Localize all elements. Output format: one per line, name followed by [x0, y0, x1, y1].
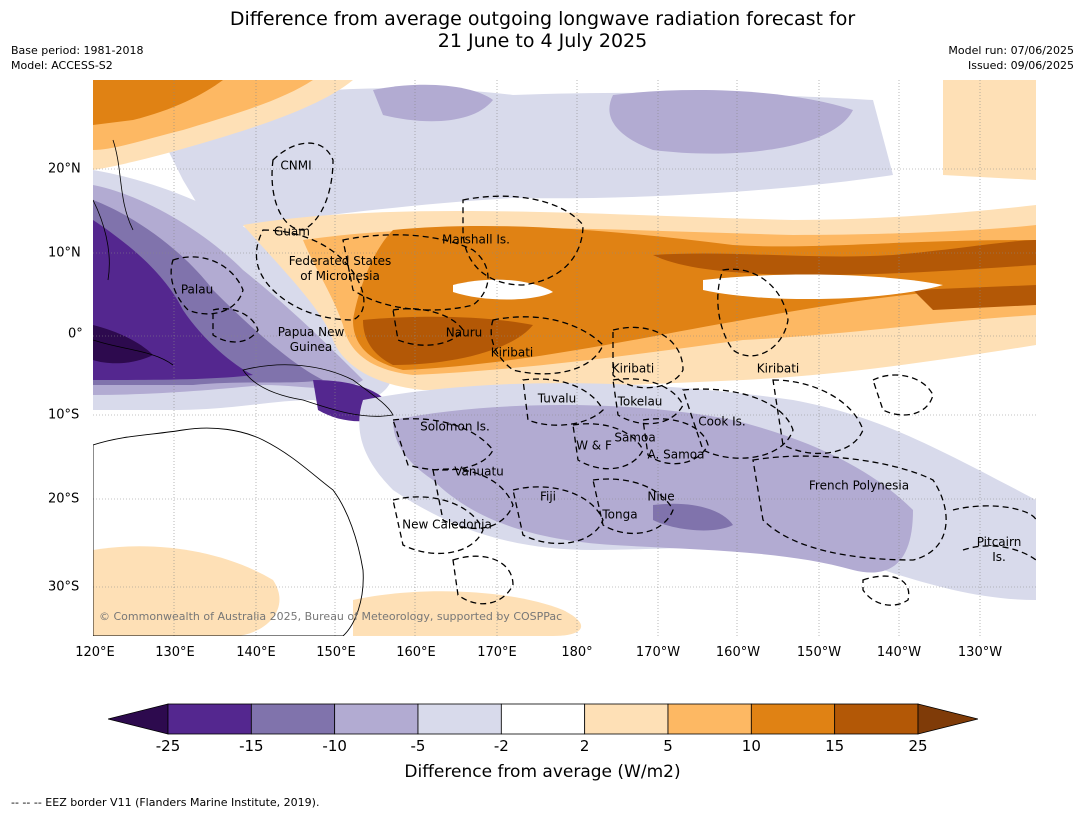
- label-vanuatu: Vanuatu: [454, 464, 504, 479]
- model-run: Model run: 07/06/2025: [948, 44, 1074, 57]
- label-pitcairn-line2: Is.: [992, 550, 1006, 564]
- colorbar-tick: 10: [741, 737, 761, 755]
- label-fsm: Federated States of Micronesia: [289, 254, 391, 284]
- colorbar-segment: [167, 703, 252, 735]
- colorbar-tick: -5: [410, 737, 426, 755]
- x-tick: 130°E: [155, 645, 195, 660]
- x-tick: 120°E: [75, 645, 115, 660]
- base-period: Base period: 1981-2018: [11, 44, 144, 57]
- map-svg: [93, 80, 1036, 636]
- label-nauru: Nauru: [445, 325, 483, 340]
- issued-date: Issued: 09/06/2025: [967, 59, 1074, 72]
- x-tick: 130°W: [957, 645, 1003, 660]
- label-kiribati-central: Kiribati: [611, 361, 655, 376]
- anomaly-map: [93, 80, 1036, 636]
- colorbar-svg: [107, 703, 979, 735]
- colorbar-segment: [834, 703, 919, 735]
- y-tick: 0°: [68, 326, 83, 342]
- model-name: Model: ACCESS-S2: [11, 59, 113, 72]
- colorbar-extend-low: [107, 703, 169, 735]
- label-tuvalu: Tuvalu: [537, 391, 577, 406]
- label-samoa: Samoa: [614, 430, 656, 445]
- colorbar-tick: -15: [239, 737, 264, 755]
- label-png: Papua New Guinea: [278, 325, 345, 355]
- label-fiji: Fiji: [539, 489, 557, 504]
- eez-footnote: -- -- -- EEZ border V11 (Flanders Marine…: [11, 796, 320, 809]
- label-wallis-futuna: W & F: [576, 438, 612, 453]
- label-png-line1: Papua New: [277, 325, 345, 339]
- y-tick: 10°S: [48, 407, 80, 423]
- colorbar-tick: -2: [493, 737, 509, 755]
- label-pitcairn: Pitcairn Is.: [977, 535, 1022, 565]
- colorbar-tick: 2: [579, 737, 590, 755]
- y-tick: 10°N: [48, 245, 81, 261]
- meta-left: Base period: 1981-2018 Model: ACCESS-S2: [11, 43, 143, 73]
- x-tick: 150°E: [316, 645, 356, 660]
- colorbar-segment: [250, 703, 336, 735]
- x-tick: 140°W: [876, 645, 922, 660]
- colorbar-tick: -25: [155, 737, 181, 755]
- y-tick: 30°S: [48, 579, 80, 595]
- colorbar-label: Difference from average (W/m2): [404, 762, 681, 782]
- colorbar-segment: [334, 703, 419, 735]
- australia-coast: [93, 427, 364, 636]
- label-new-caledonia: New Caledonia: [402, 517, 492, 532]
- label-palau: Palau: [180, 282, 214, 297]
- label-solomon-islands: Solomon Is.: [420, 419, 490, 434]
- label-french-polynesia: French Polynesia: [808, 478, 910, 493]
- colorbar-tick: 15: [825, 737, 845, 755]
- graticule: [93, 80, 1036, 636]
- label-kiribati-west: Kiribati: [490, 345, 534, 360]
- eez-borders: [170, 142, 1036, 606]
- x-tick: 170°W: [635, 645, 681, 660]
- colorbar-tick: 5: [663, 737, 673, 755]
- y-tick: 20°S: [48, 491, 80, 507]
- label-tokelau: Tokelau: [617, 394, 663, 409]
- x-tick: 160°W: [715, 645, 761, 660]
- colorbar-segment: [750, 703, 836, 735]
- x-tick: 180°: [561, 645, 593, 660]
- title-line-1: Difference from average outgoing longwav…: [229, 8, 856, 30]
- colorbar-segment: [417, 703, 502, 735]
- label-american-samoa: A. Samoa: [647, 447, 705, 462]
- label-guam: Guam: [274, 224, 310, 239]
- label-fsm-line2: of Micronesia: [300, 269, 380, 283]
- colorbar-segment: [500, 703, 586, 735]
- colorbar-tick: 25: [908, 737, 928, 755]
- label-fsm-line1: Federated States: [288, 254, 392, 268]
- label-pitcairn-line1: Pitcairn: [976, 535, 1022, 549]
- x-tick: 150°W: [796, 645, 842, 660]
- label-png-line2: Guinea: [289, 340, 333, 354]
- colorbar-segment: [667, 703, 752, 735]
- x-tick: 140°E: [236, 645, 276, 660]
- colorbar-extend-high: [917, 703, 979, 735]
- x-tick: 160°E: [396, 645, 436, 660]
- x-tick: 170°E: [477, 645, 517, 660]
- meta-right: Model run: 07/06/2025 Issued: 09/06/2025: [948, 43, 1074, 73]
- label-tonga: Tonga: [602, 507, 638, 522]
- copyright-notice: © Commonwealth of Australia 2025, Bureau…: [99, 610, 563, 623]
- label-niue: Niue: [647, 489, 675, 504]
- png-coast: [242, 364, 394, 417]
- colorbar-tick: -10: [322, 737, 347, 755]
- label-kiribati-east: Kiribati: [756, 361, 800, 376]
- title-line-2: 21 June to 4 July 2025: [437, 30, 648, 52]
- y-tick: 20°N: [48, 161, 81, 177]
- label-cook-islands: Cook Is.: [698, 414, 746, 429]
- colorbar-segment: [584, 703, 669, 735]
- label-cnmi: CNMI: [280, 158, 312, 173]
- asia-coast: [93, 139, 174, 366]
- label-marshall-islands: Marshall Is.: [442, 232, 510, 247]
- colorbar: [107, 703, 979, 735]
- chart-title: Difference from average outgoing longwav…: [0, 8, 1085, 52]
